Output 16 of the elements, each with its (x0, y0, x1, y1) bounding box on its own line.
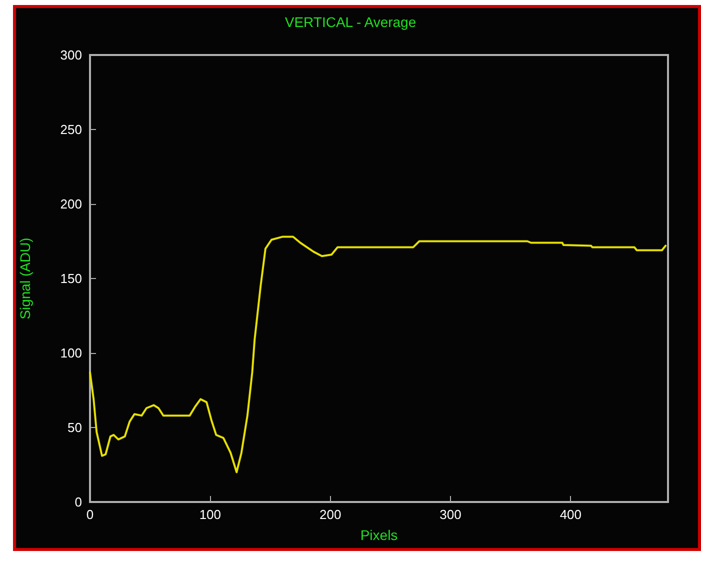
chart-title: VERTICAL - Average (284, 14, 416, 30)
y-tick-label: 150 (60, 271, 82, 286)
x-tick-label: 400 (560, 507, 582, 522)
y-tick-label: 0 (74, 494, 82, 510)
line-series (89, 236, 667, 474)
x-tick-label: 0 (86, 507, 94, 522)
y-tick-label: 100 (60, 346, 82, 360)
x-axis-title: Pixels (360, 527, 398, 543)
y-tick-label: 250 (60, 122, 82, 137)
y-axis-title: Signal (ADU) (17, 238, 33, 320)
x-tick-label: 100 (199, 507, 222, 522)
x-tick-label: 200 (319, 507, 342, 522)
y-tick-label: 200 (60, 196, 82, 212)
x-tick-label: 300 (440, 507, 462, 522)
y-tick-label: 300 (60, 48, 82, 62)
y-tick-label: 50 (68, 420, 82, 435)
